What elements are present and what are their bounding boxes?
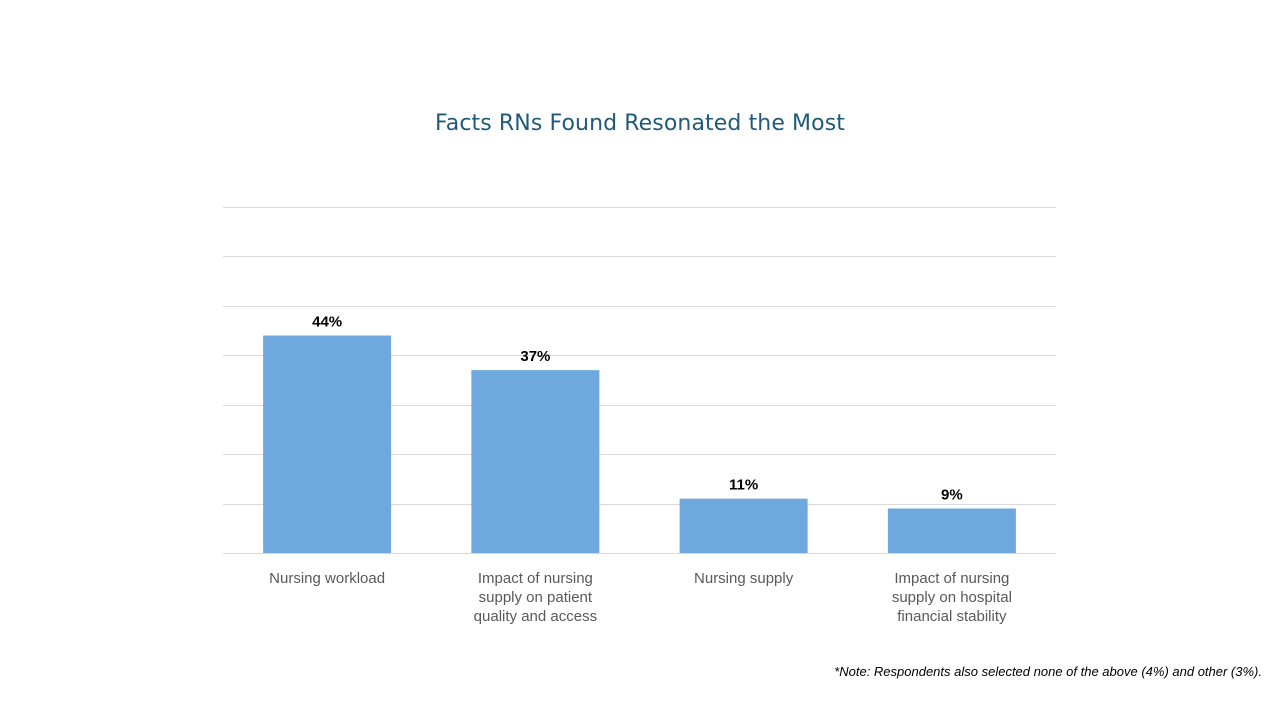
data-label: 44% bbox=[312, 314, 342, 331]
data-label: 9% bbox=[941, 487, 963, 504]
category-label: Impact of nursing bbox=[894, 570, 1009, 587]
category-label: supply on patient bbox=[479, 589, 593, 606]
category-label: Nursing workload bbox=[269, 570, 385, 587]
chart-title: Facts RNs Found Resonated the Most bbox=[435, 111, 845, 136]
category-label: financial stability bbox=[897, 608, 1007, 625]
bar bbox=[887, 508, 1016, 553]
category-label: quality and access bbox=[474, 608, 597, 625]
footnote: *Note: Respondents also selected none of… bbox=[834, 664, 1262, 679]
bars bbox=[263, 335, 1016, 553]
category-label: Impact of nursing bbox=[478, 570, 593, 587]
category-label: Nursing supply bbox=[694, 570, 794, 587]
data-label: 11% bbox=[729, 477, 758, 494]
category-labels: Nursing workload Impact of nursing supply … bbox=[269, 570, 1012, 625]
bar bbox=[679, 498, 808, 553]
data-label: 37% bbox=[520, 348, 550, 365]
bar bbox=[263, 335, 392, 553]
data-labels: 44% 37% 11% 9% bbox=[312, 314, 963, 504]
category-label: supply on hospital bbox=[892, 589, 1012, 606]
bar bbox=[471, 370, 600, 553]
